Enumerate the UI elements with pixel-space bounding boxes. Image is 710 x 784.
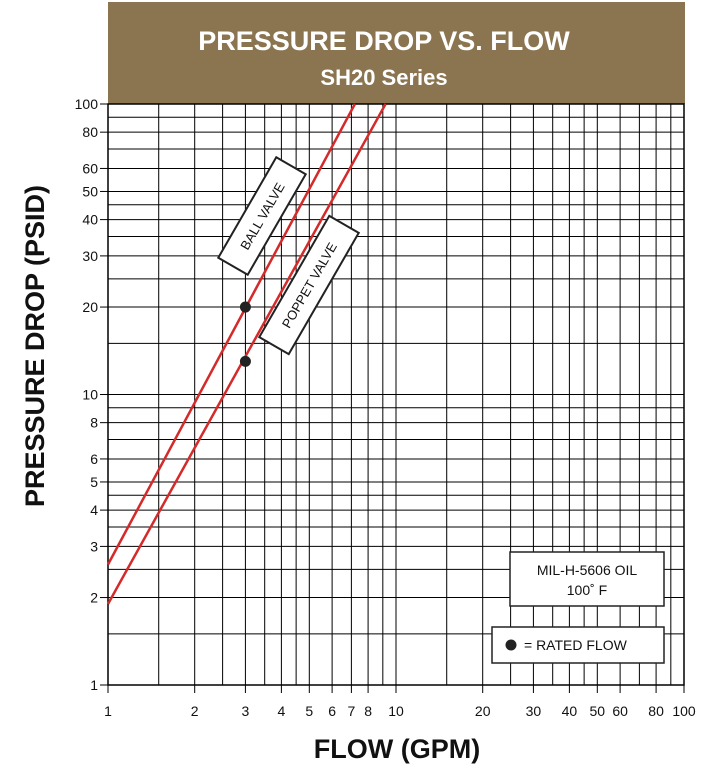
x-tick-label: 30 [526,703,542,719]
ball-valve-line [106,103,357,566]
chart-subtitle: SH20 Series [320,65,447,90]
x-tick-label: 60 [612,703,628,719]
x-tick-label: 5 [305,703,313,719]
y-tick-label: 50 [82,183,98,199]
y-tick-label: 4 [90,502,98,518]
x-tick-labels: 1 2 3 4 5 6 7 8 10 20 30 40 50 60 80 100 [104,685,696,719]
x-tick-label: 4 [277,703,285,719]
x-tick-label: 3 [242,703,250,719]
oil-annotation-line1: MIL-H-5606 OIL [537,562,638,578]
x-tick-label: 10 [388,703,404,719]
y-tick-label: 8 [90,415,98,431]
y-tick-label: 1 [90,677,98,693]
y-tick-label: 2 [90,590,98,606]
poppet-valve-rated-point [239,355,251,367]
series-layer [106,103,387,605]
legend-label: = RATED FLOW [524,637,628,653]
y-tick-label: 40 [82,212,98,228]
poppet-valve-line [106,103,387,605]
y-tick-label: 30 [82,248,98,264]
x-tick-label: 6 [328,703,336,719]
y-tick-label: 20 [82,299,98,315]
x-tick-label: 2 [191,703,199,719]
y-tick-label: 60 [82,160,98,176]
x-tick-label: 20 [475,703,491,719]
y-tick-label: 80 [82,124,98,140]
y-tick-label: 3 [90,538,98,554]
oil-annotation-box: MIL-H-5606 OIL 100˚ F [509,551,665,607]
x-tick-label: 7 [347,703,355,719]
x-tick-label: 80 [648,703,664,719]
ball-valve-rated-point [239,301,251,313]
y-axis-label: PRESSURE DROP (PSID) [20,185,50,507]
x-tick-label: 50 [590,703,606,719]
rated-flow-marker [505,639,517,651]
y-tick-label: 100 [75,96,99,112]
y-tick-label: 6 [90,451,98,467]
legend: = RATED FLOW [491,626,665,664]
ball-valve-label-box: BALL VALVE [216,155,308,277]
x-axis-label: FLOW (GPM) [314,734,480,764]
chart-header-band [108,2,685,104]
x-tick-label: 8 [364,703,372,719]
oil-annotation-line2: 100˚ F [567,582,607,598]
y-tick-label: 5 [90,474,98,490]
x-tick-label: 40 [562,703,578,719]
y-tick-labels: 1 2 3 4 5 6 8 10 20 30 40 50 60 80 100 [75,96,108,693]
x-tick-label: 100 [672,703,696,719]
x-tick-label: 1 [104,703,112,719]
chart-title: PRESSURE DROP VS. FLOW [198,26,570,56]
y-tick-label: 10 [82,387,98,403]
